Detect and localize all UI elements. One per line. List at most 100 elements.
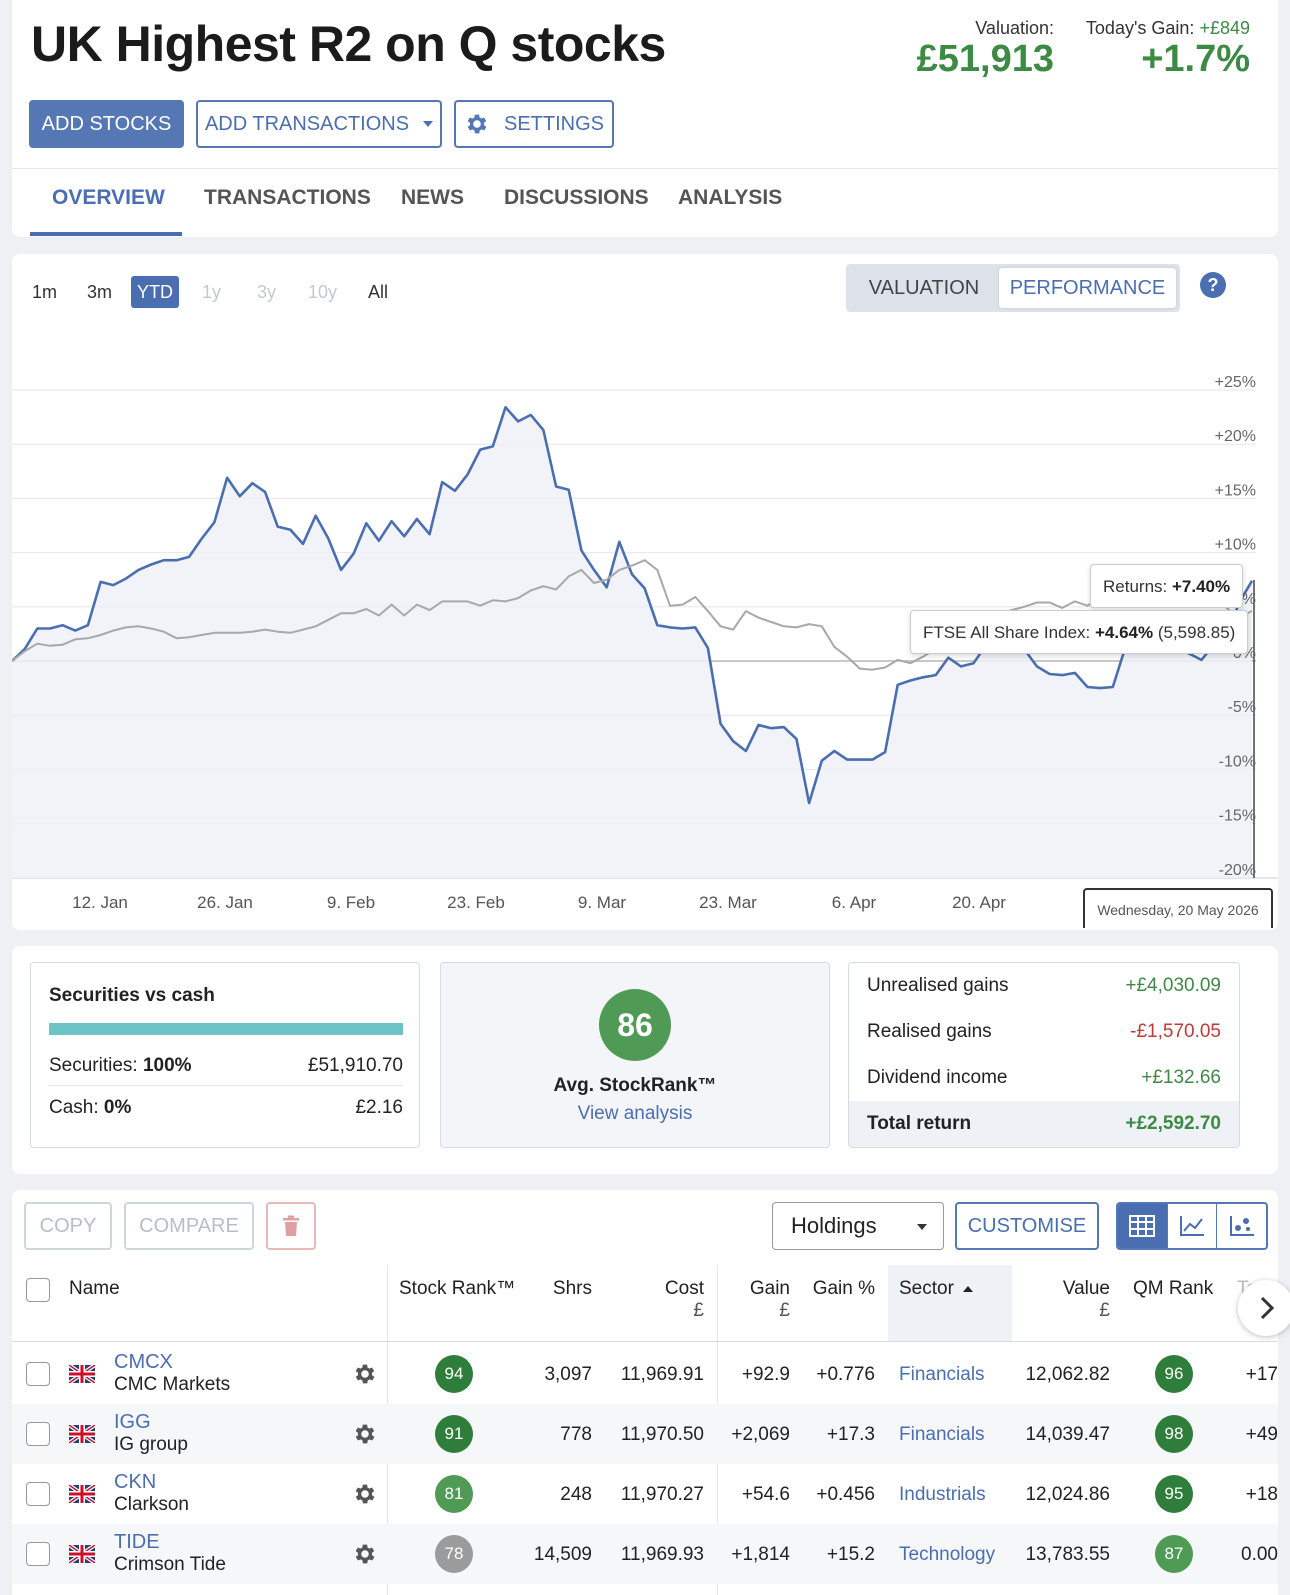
header-divider — [12, 1341, 1278, 1342]
index-tooltip-label: FTSE All Share Index: — [923, 623, 1095, 642]
col-shrs[interactable]: Shrs — [552, 1278, 592, 1299]
sector-link[interactable]: Industrials — [899, 1484, 986, 1505]
gear-icon[interactable] — [352, 1421, 378, 1452]
y-tick-label: -5% — [1228, 699, 1256, 716]
uk-flag-icon — [67, 1363, 97, 1388]
scatter-view-button[interactable] — [1216, 1204, 1266, 1248]
row-checkbox[interactable] — [26, 1482, 50, 1506]
tab-analysis[interactable]: ANALYSIS — [678, 186, 783, 209]
todays-gain-amount: +£849 — [1199, 18, 1250, 38]
dividend-income-row: Dividend income +£132.66 — [849, 1055, 1239, 1101]
col-value-label: Value — [1062, 1278, 1110, 1299]
table-row[interactable] — [12, 1404, 1278, 1464]
tab-transactions[interactable]: TRANSACTIONS — [204, 186, 371, 209]
col-gain[interactable]: Gain £ — [730, 1278, 790, 1322]
scroll-right-button[interactable] — [1238, 1280, 1290, 1336]
col-sector[interactable]: Sector — [899, 1278, 974, 1300]
col-value[interactable]: Value £ — [1030, 1278, 1110, 1322]
help-icon[interactable]: ? — [1200, 272, 1226, 298]
securities-value: £51,910.70 — [307, 1055, 403, 1076]
qm-rank-badge: 96 — [1155, 1355, 1193, 1393]
x-tick-label: 6. Apr — [832, 893, 877, 912]
x-tick-label: 9. Feb — [327, 893, 375, 912]
x-tick-label: 12. Jan — [72, 893, 128, 912]
col-sector-label: Sector — [899, 1278, 954, 1299]
uk-flag-icon — [67, 1483, 97, 1508]
today-cell: +17 — [1245, 1364, 1278, 1385]
valuation-label: Valuation: — [975, 18, 1054, 38]
sorted-column-highlight — [888, 1265, 1012, 1341]
cash-pct: 0% — [103, 1097, 132, 1118]
stock-rank-badge: 81 — [435, 1475, 473, 1513]
gear-icon[interactable] — [352, 1541, 378, 1572]
col-value-unit: £ — [1099, 1300, 1110, 1321]
trash-icon — [283, 1215, 299, 1236]
realised-gains-label: Realised gains — [867, 1021, 992, 1042]
row-checkbox[interactable] — [26, 1542, 50, 1566]
ticker-link[interactable]: IGG — [114, 1411, 151, 1433]
total-return-label: Total return — [867, 1113, 972, 1134]
customise-button[interactable]: CUSTOMISE — [955, 1202, 1099, 1250]
securities-row: Securities: 100% £51,910.70 — [49, 1055, 403, 1077]
ticker-link[interactable]: TIDE — [114, 1531, 160, 1553]
ticker-link[interactable]: CKN — [114, 1471, 157, 1493]
col-gain-pct[interactable]: Gain % — [812, 1278, 875, 1299]
table-row[interactable] — [12, 1524, 1278, 1584]
range-ytd[interactable]: YTD — [131, 276, 179, 308]
range-1m[interactable]: 1m — [32, 282, 58, 302]
gain-pct-cell: +0.776 — [816, 1364, 875, 1385]
tab-discussions[interactable]: DISCUSSIONS — [504, 186, 649, 209]
performance-mode-button[interactable]: PERFORMANCE — [999, 268, 1176, 308]
shares-cell: 248 — [560, 1484, 592, 1505]
col-cost-unit: £ — [693, 1300, 704, 1321]
x-tick-label: 23. Mar — [699, 893, 757, 912]
securities-allocation-bar — [49, 1023, 403, 1035]
range-1y: 1y — [202, 282, 222, 302]
gear-icon[interactable] — [352, 1361, 378, 1392]
table-view-button[interactable] — [1118, 1204, 1167, 1248]
valuation-mode-button[interactable]: VALUATION — [868, 277, 980, 299]
shares-cell: 3,097 — [544, 1364, 592, 1385]
cost-cell: 11,969.91 — [620, 1364, 704, 1385]
today-cell: +18 — [1245, 1484, 1278, 1505]
company-name: Clarkson — [114, 1494, 189, 1515]
sector-link[interactable]: Technology — [899, 1544, 996, 1565]
gain-cell: +54.6 — [741, 1484, 790, 1505]
delete-button[interactable] — [266, 1202, 316, 1250]
gear-icon[interactable] — [352, 1481, 378, 1512]
compare-button[interactable]: COMPARE — [124, 1202, 254, 1250]
range-3m[interactable]: 3m — [87, 282, 113, 302]
chart-mode-toggle: VALUATION PERFORMANCE — [846, 264, 1180, 312]
ftse-index-line — [12, 559, 1253, 671]
add-transactions-button[interactable]: ADD TRANSACTIONS — [196, 100, 442, 148]
col-name[interactable]: Name — [69, 1278, 120, 1299]
portfolio-header: UK Highest R2 on Q stocks Valuation: £51… — [12, 0, 1278, 237]
row-checkbox[interactable] — [26, 1422, 50, 1446]
index-tooltip: FTSE All Share Index: +4.64% (5,598.85) — [910, 610, 1249, 654]
col-qm-rank[interactable]: QM Rank — [1133, 1278, 1214, 1299]
scatter-icon — [1229, 1216, 1254, 1236]
range-all[interactable]: All — [368, 282, 389, 302]
chart-view-button[interactable] — [1166, 1204, 1217, 1248]
add-stocks-button[interactable]: ADD STOCKS — [29, 100, 184, 148]
stock-rank-badge: 78 — [435, 1535, 473, 1573]
view-select[interactable]: Holdings — [772, 1202, 944, 1250]
chevron-down-icon — [423, 121, 434, 127]
value-cell: 12,024.86 — [1025, 1484, 1110, 1505]
copy-button[interactable]: COPY — [24, 1202, 112, 1250]
settings-button[interactable]: SETTINGS — [454, 100, 614, 148]
sector-link[interactable]: Financials — [899, 1364, 985, 1385]
tab-news[interactable]: NEWS — [401, 186, 464, 209]
col-cost[interactable]: Cost £ — [620, 1278, 704, 1322]
sector-link[interactable]: Financials — [899, 1424, 985, 1445]
add-transactions-label: ADD TRANSACTIONS — [204, 112, 410, 135]
tab-overview[interactable]: OVERVIEW — [52, 186, 165, 209]
select-all-checkbox[interactable] — [26, 1278, 50, 1302]
unrealised-gains-row: Unrealised gains +£4,030.09 — [849, 963, 1239, 1009]
ticker-link[interactable]: CMCX — [114, 1351, 173, 1373]
col-stock-rank[interactable]: Stock Rank™ — [399, 1278, 516, 1299]
company-name: CMC Markets — [114, 1374, 231, 1395]
gain-cell: +2,069 — [731, 1424, 790, 1445]
row-checkbox[interactable] — [26, 1362, 50, 1386]
view-analysis-link[interactable]: View analysis — [577, 1103, 693, 1124]
